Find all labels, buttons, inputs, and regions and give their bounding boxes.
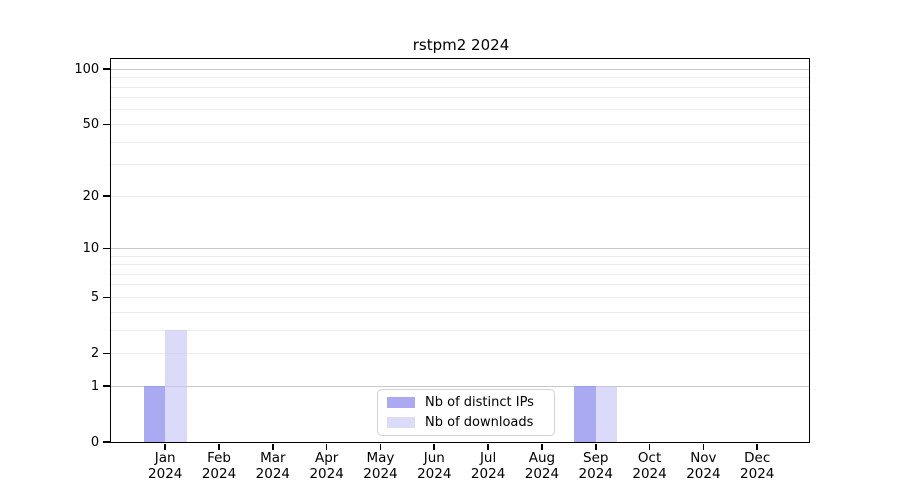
x-axis-tick-label-line: Feb — [207, 449, 231, 466]
x-axis-tick-label-line: 2024 — [632, 466, 667, 483]
x-axis-tick — [541, 444, 543, 450]
x-axis-tick — [325, 444, 328, 450]
gridline — [111, 97, 810, 99]
y-axis-tick-label: 20 — [82, 188, 100, 204]
y-axis-tick-label: 0 — [90, 434, 100, 450]
gridline — [111, 86, 810, 88]
x-axis-tick-label-line: 2024 — [363, 466, 398, 483]
gridline — [111, 296, 810, 298]
x-axis-tick — [433, 444, 436, 450]
x-axis-tick — [271, 444, 274, 450]
x-axis-tick-label-line: Dec — [744, 449, 771, 466]
bar-downloads — [595, 386, 618, 443]
x-axis-tick — [648, 444, 651, 450]
x-axis-tick-label-line: Jan — [154, 449, 176, 466]
y-axis-tick — [103, 352, 110, 355]
y-axis-tick — [103, 296, 110, 299]
x-axis-tick-label-line: Oct — [637, 449, 662, 466]
bar-downloads — [165, 330, 187, 443]
x-axis-tick-label-line: 2024 — [470, 466, 506, 483]
x-axis-tick-label-line: 2024 — [148, 466, 183, 483]
gridline — [111, 284, 810, 286]
y-axis-tick — [103, 68, 110, 71]
x-axis-tick-label-line: 2024 — [524, 466, 560, 483]
gridline — [111, 352, 810, 354]
gridline — [111, 385, 810, 387]
x-axis-tick-label: Aug 2024 — [500, 450, 584, 483]
x-axis-tick-label: May 2024 — [338, 450, 422, 483]
x-axis-tick — [218, 444, 220, 450]
legend-item-label: Nb of downloads — [425, 415, 534, 431]
x-axis-tick-label: Mar 2024 — [231, 450, 315, 483]
legend-item-label: Nb of distinct IPs — [425, 394, 534, 410]
legend-swatch-downloads — [387, 417, 415, 429]
x-axis-tick — [702, 444, 705, 450]
x-axis-tick-label-line: 2024 — [309, 466, 344, 483]
gridline — [111, 123, 810, 125]
gridline — [111, 164, 810, 166]
y-axis-tick-label: 100 — [74, 61, 100, 77]
legend: Nb of distinct IPs Nb of downloads — [377, 389, 555, 436]
y-axis-tick — [103, 385, 110, 388]
x-axis-tick — [164, 444, 167, 450]
x-axis-tick-label-line: May — [366, 449, 395, 466]
x-axis-tick-label-line: Jun — [423, 449, 445, 466]
gridline — [111, 273, 810, 275]
gridline — [111, 195, 810, 197]
legend-item: Nb of distinct IPs — [378, 392, 554, 413]
x-axis-tick-label: Feb 2024 — [177, 450, 261, 483]
bar-distinct-ips — [574, 386, 596, 443]
x-axis-tick — [594, 444, 597, 450]
y-axis-tick-label: 5 — [90, 289, 100, 305]
x-axis-tick — [487, 444, 489, 450]
gridline — [111, 264, 810, 266]
x-axis-tick — [379, 444, 382, 450]
x-axis-tick-label: Jan 2024 — [123, 450, 207, 483]
legend-item: Nb of downloads — [378, 413, 554, 434]
gridline — [111, 109, 810, 111]
x-axis-tick-label-line: Apr — [314, 449, 339, 466]
x-axis-tick-label-line: Aug — [528, 449, 556, 466]
gridline — [111, 329, 810, 331]
x-axis-tick-label-line: Nov — [690, 449, 717, 466]
gridline — [111, 141, 810, 143]
gridline — [111, 77, 810, 79]
x-axis-tick-label-line: Sep — [583, 449, 609, 466]
y-axis-tick-label: 2 — [90, 345, 100, 361]
x-axis-tick-label: Oct 2024 — [608, 450, 692, 483]
y-axis-tick-label: 50 — [82, 117, 100, 132]
x-axis-tick-label-line: Mar — [260, 449, 286, 466]
legend-swatch-distinct-ips — [387, 396, 415, 408]
x-axis-tick-label: Jul 2024 — [446, 450, 530, 483]
x-axis-tick-label-line: 2024 — [255, 466, 290, 483]
x-axis-tick-label: Dec 2024 — [715, 450, 799, 483]
y-axis-tick-label: 1 — [90, 378, 100, 394]
gridline — [111, 255, 810, 257]
y-axis-tick — [103, 441, 110, 444]
y-axis-tick — [103, 195, 110, 198]
gridline — [111, 68, 810, 70]
x-axis-tick-label-line: 2024 — [417, 466, 452, 483]
x-axis-tick-label-line: 2024 — [578, 466, 613, 483]
y-axis-tick-label: 10 — [82, 240, 100, 256]
plot-area: 0 1 2 5 10 20 50 100 Jan 2024 Feb 2024 Mar 2024 Apr 202… — [74, 58, 811, 482]
x-axis-tick-label: Sep 2024 — [554, 450, 638, 483]
x-axis-tick-label: Jun 2024 — [392, 450, 476, 483]
x-axis-tick-label-line: 2024 — [686, 466, 721, 483]
bar-distinct-ips — [143, 386, 166, 443]
x-axis-tick-label: Nov 2024 — [661, 450, 745, 483]
x-axis-tick-label-line: 2024 — [201, 466, 237, 483]
y-axis-tick — [103, 247, 110, 250]
gridline — [111, 247, 810, 250]
gridline — [111, 311, 810, 313]
x-axis-tick-label-line: 2024 — [740, 466, 775, 483]
y-axis-tick — [103, 123, 110, 126]
x-axis-tick-label: Apr 2024 — [285, 450, 369, 483]
x-axis-tick — [756, 444, 759, 450]
x-axis-tick-label-line: Jul — [479, 449, 497, 466]
chart-title: rstpm2 2024 — [412, 36, 510, 54]
